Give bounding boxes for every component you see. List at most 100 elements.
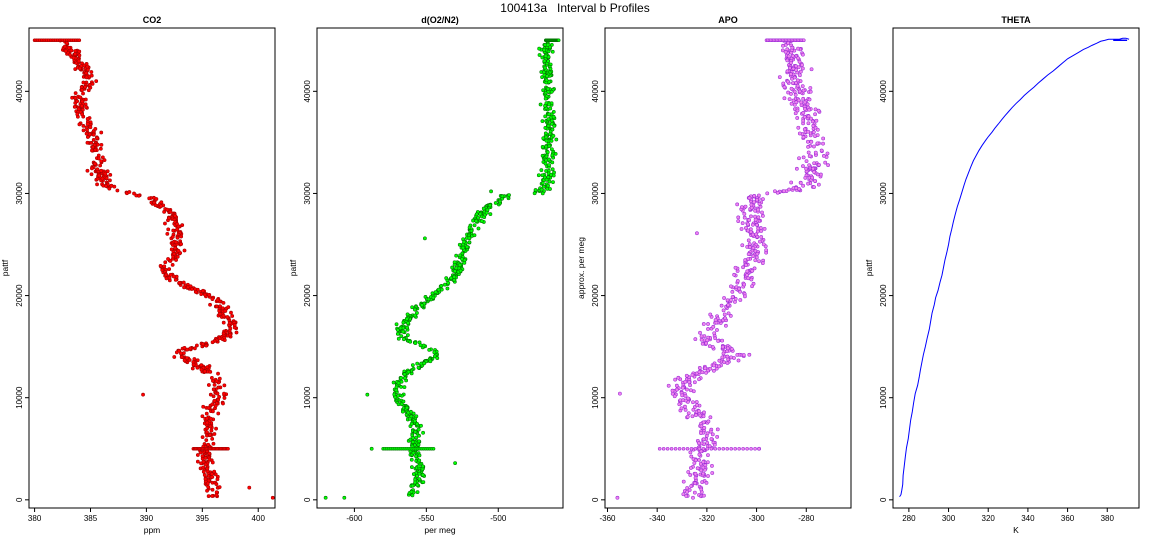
data-point [725,346,730,351]
data-point [89,70,94,74]
data-point [736,358,741,363]
data-point [89,141,94,145]
data-point [545,74,550,79]
data-point [739,227,744,231]
data-point [780,48,785,53]
data-point [165,231,170,236]
y-tick-label: 0 [15,497,24,502]
data-point [796,56,800,61]
data-point [181,280,186,285]
x-tick-label: 280 [902,514,916,523]
data-point [755,251,760,256]
data-point [420,303,424,308]
data-point [93,127,98,131]
data-point [729,355,734,360]
data-point [401,320,406,325]
data-point [803,106,807,111]
data-point [193,346,197,351]
data-point [735,202,740,207]
data-point [791,98,796,103]
data-point [811,130,816,135]
data-point [826,163,830,168]
data-point [216,371,220,376]
data-point [84,71,89,76]
data-point [705,431,710,436]
data-point [413,429,418,434]
data-point [432,350,437,355]
x-tick-label: 380 [1101,514,1115,523]
data-point [210,436,215,441]
data-point [795,78,800,83]
data-point [708,312,713,317]
data-point [215,391,220,396]
data-point [716,339,721,343]
data-point [753,258,758,263]
data-point [681,492,686,497]
data-point [760,210,764,215]
data-point [695,466,700,471]
data-point [754,232,759,237]
data-point [232,323,237,327]
data-point [212,469,217,474]
data-point [97,173,102,178]
data-point [749,214,753,219]
level-leg-point [556,38,561,43]
data-point [203,292,207,297]
data-point [749,277,754,282]
data-point [210,494,215,498]
data-points [615,38,830,500]
data-point [401,399,406,404]
data-point [215,298,220,303]
outlier-point [423,236,427,241]
data-point [543,96,548,101]
data-point [785,79,790,84]
level-leg-point [709,446,714,451]
data-point [493,201,498,205]
data-point [757,201,762,206]
data-point [469,228,474,233]
data-point [159,204,163,209]
data-point [797,156,801,161]
data-point [689,484,694,488]
data-point [406,410,411,415]
data-point [688,388,693,393]
plot-frame [28,27,276,509]
data-point [683,404,687,409]
data-point [541,136,546,141]
data-point [756,215,761,220]
data-point [799,100,804,105]
data-point [85,121,90,126]
data-point [713,318,718,322]
data-point [785,69,790,74]
x-axis: 380 385 390 395 400 [28,508,265,523]
data-point [83,97,88,102]
data-point [544,144,548,149]
data-point [488,203,492,208]
data-point [412,419,417,424]
y-tick-label: 10000 [879,386,888,409]
x-tick-label: 390 [140,514,154,523]
data-point [211,441,216,446]
data-point [94,79,99,84]
plot-area: -360 -340 -320 -300 -280 0 10000 20000 30000 4000… [591,38,830,523]
data-point [221,401,225,406]
data-point [415,490,420,494]
data-point [810,119,815,124]
level-leg-point [697,446,702,451]
data-point [95,142,100,147]
data-point [431,295,436,300]
data-point [801,111,806,115]
data-point [554,137,559,142]
data-point [87,132,92,137]
data-point [212,382,217,387]
data-point [187,358,192,362]
data-point [159,200,164,205]
data-point [201,465,206,470]
data-point [210,340,215,345]
data-point [789,60,793,65]
data-point [402,337,406,342]
data-point [789,101,794,106]
data-point [172,355,177,359]
data-point [99,142,104,147]
data-point [467,236,472,240]
